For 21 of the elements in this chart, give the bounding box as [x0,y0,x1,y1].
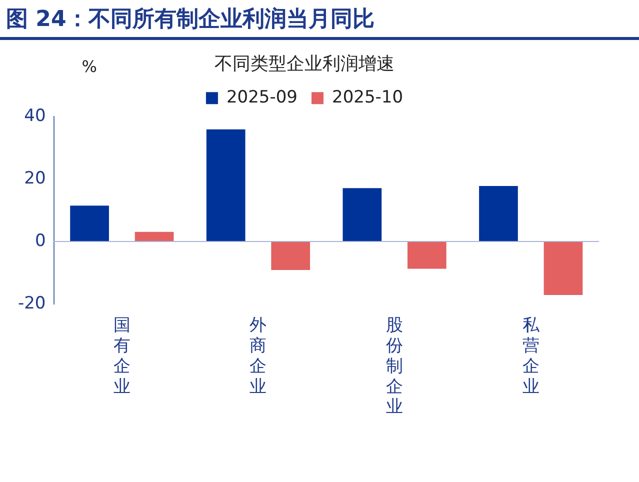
bar [544,242,583,295]
x-tick-label: 私营企业 [522,316,540,397]
chart-subtitle: 不同类型企业利润增速 [214,53,394,74]
bar [70,206,109,242]
x-tick-label: 股份制企业 [386,316,404,418]
bar [206,129,246,242]
chart-title: 图 24：不同所有制企业利润当月同比 [0,0,639,40]
bar [407,242,446,269]
x-tick-label: 外商企业 [250,316,267,397]
y-tick-label: 40 [24,106,46,126]
bar [271,242,310,270]
x-tick-label: 国有企业 [113,316,130,397]
y-tick-label: 0 [34,230,46,251]
legend-label: 2025-10 [332,88,404,108]
bar [134,232,174,242]
y-tick-label: 20 [24,168,46,188]
bar [479,186,518,242]
y-tick-label: -20 [18,293,46,314]
bar [342,188,382,242]
y-axis-title: % [82,57,97,76]
legend-label: 2025-09 [226,88,298,108]
